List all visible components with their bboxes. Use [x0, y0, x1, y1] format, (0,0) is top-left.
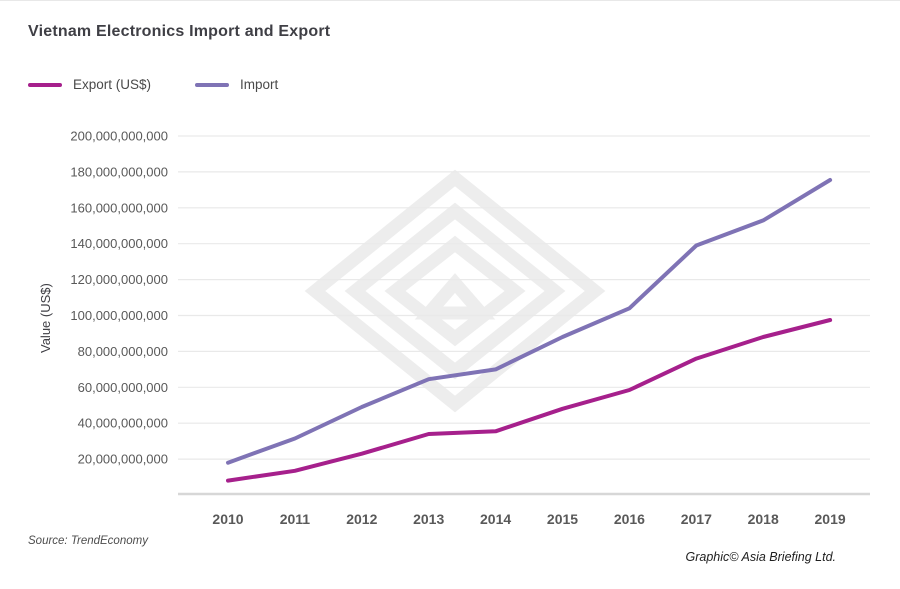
- y-tick-label: 160,000,000,000: [70, 200, 168, 215]
- y-tick-label: 40,000,000,000: [78, 416, 168, 431]
- x-tick-labels: 2010 2011 2012 2013 2014 2015 2016 2017 2018 2019: [212, 511, 845, 527]
- x-tick-label: 2015: [547, 511, 578, 527]
- y-tick-label: 140,000,000,000: [70, 236, 168, 251]
- x-tick-label: 2017: [681, 511, 712, 527]
- import-line-swatch: [195, 82, 230, 87]
- gridlines: [178, 135, 870, 460]
- series-lines: [226, 178, 833, 483]
- legend-item-import: Import: [195, 77, 278, 92]
- x-tick-label: 2013: [413, 511, 444, 527]
- series-line-import: [226, 178, 833, 465]
- x-tick-label: 2011: [280, 511, 311, 527]
- x-tick-label: 2012: [346, 511, 377, 527]
- y-tick-label: 100,000,000,000: [70, 308, 168, 323]
- y-tick-label: 20,000,000,000: [78, 452, 168, 467]
- y-tick-label: 120,000,000,000: [70, 272, 168, 287]
- y-tick-label: 200,000,000,000: [70, 129, 168, 144]
- asia-briefing-logo-watermark: [304, 169, 606, 413]
- x-tick-label: 2010: [212, 511, 243, 527]
- x-tick-label: 2018: [748, 511, 779, 527]
- x-tick-label: 2016: [614, 511, 645, 527]
- legend-label-export: Export (US$): [73, 77, 152, 92]
- x-tick-label: 2019: [815, 511, 846, 527]
- legend-label-import: Import: [240, 77, 279, 92]
- credit-note: Graphic© Asia Briefing Ltd.: [685, 550, 836, 564]
- export-line-swatch: [28, 82, 62, 87]
- legend-item-export: Export (US$): [28, 77, 151, 92]
- legend: Export (US$) Import: [28, 77, 278, 92]
- y-tick-label: 80,000,000,000: [78, 344, 168, 359]
- y-tick-labels: 20,000,000,000 40,000,000,000 60,000,000,0…: [70, 129, 168, 467]
- chart-title: Vietnam Electronics Import and Export: [28, 23, 331, 40]
- y-tick-label: 180,000,000,000: [70, 164, 168, 179]
- x-tick-label: 2014: [480, 511, 511, 527]
- series-line-export: [226, 318, 833, 483]
- source-note: Source: TrendEconomy: [28, 535, 148, 547]
- y-tick-label: 60,000,000,000: [78, 380, 168, 395]
